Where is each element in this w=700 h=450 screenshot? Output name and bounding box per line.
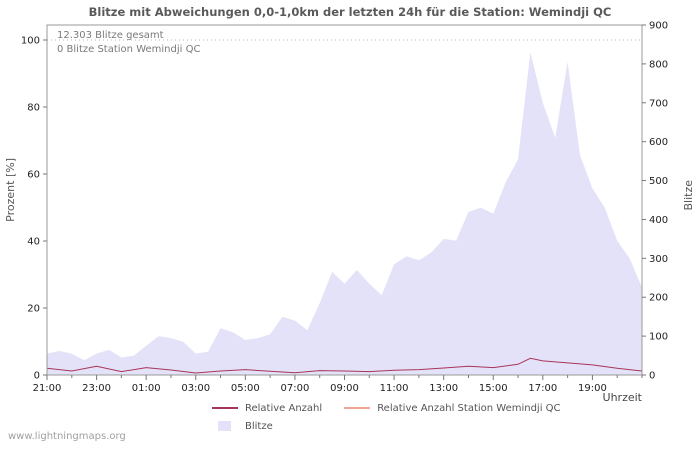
right-tick-label: 900 <box>649 21 668 32</box>
x-tick-label: 11:00 <box>380 383 409 394</box>
left-tick-label: 0 <box>34 371 40 382</box>
right-tick-label: 400 <box>649 215 668 226</box>
x-tick-label: 01:00 <box>132 383 161 394</box>
left-tick-label: 100 <box>21 36 40 47</box>
right-tick-label: 0 <box>649 371 655 382</box>
right-tick-label: 200 <box>649 293 668 304</box>
left-tick-label: 60 <box>27 170 40 181</box>
legend: Relative Anzahl Relative Anzahl Station … <box>212 399 583 435</box>
legend-item-relative-station: Relative Anzahl Station Wemindji QC <box>344 402 561 414</box>
left-tick-label: 80 <box>27 103 40 114</box>
legend-swatch-relative <box>212 407 238 409</box>
x-tick-label: 23:00 <box>82 383 111 394</box>
x-tick-label: 15:00 <box>479 383 508 394</box>
legend-label-relative: Relative Anzahl <box>245 402 323 414</box>
x-tick-label: 07:00 <box>281 383 310 394</box>
watermark: www.lightningmaps.org <box>8 431 126 442</box>
right-tick-label: 600 <box>649 137 668 148</box>
x-axis-label: Uhrzeit <box>602 391 642 404</box>
legend-label-relative-station: Relative Anzahl Station Wemindji QC <box>377 402 561 414</box>
legend-label-blitze: Blitze <box>245 420 273 432</box>
legend-row-area: Blitze <box>212 417 583 435</box>
legend-row-lines: Relative Anzahl Relative Anzahl Station … <box>212 399 583 417</box>
right-tick-label: 100 <box>649 332 668 343</box>
legend-swatch-blitze <box>218 421 231 431</box>
right-tick-label: 800 <box>649 59 668 70</box>
annotation-total-strikes: 12.303 Blitze gesamt <box>57 30 164 41</box>
left-tick-label: 40 <box>27 237 40 248</box>
annotation-station-strikes: 0 Blitze Station Wemindji QC <box>57 44 201 55</box>
right-tick-label: 500 <box>649 176 668 187</box>
x-tick-label: 05:00 <box>231 383 260 394</box>
right-tick-label: 300 <box>649 254 668 265</box>
x-tick-label: 17:00 <box>528 383 557 394</box>
x-tick-label: 13:00 <box>429 383 458 394</box>
x-tick-label: 03:00 <box>181 383 210 394</box>
left-tick-label: 20 <box>27 304 40 315</box>
legend-item-relative: Relative Anzahl <box>212 403 322 414</box>
series-area-0 <box>47 52 642 375</box>
right-tick-label: 700 <box>649 98 668 109</box>
x-tick-label: 19:00 <box>578 383 607 394</box>
left-axis-label: Prozent [%] <box>4 158 17 222</box>
legend-swatch-relative-station <box>344 407 371 409</box>
chart-title: Blitze mit Abweichungen 0,0-1,0km der le… <box>88 5 612 19</box>
x-tick-label: 21:00 <box>33 383 62 394</box>
right-axis-label: Blitze <box>682 180 695 211</box>
x-tick-label: 09:00 <box>330 383 359 394</box>
series-line-1 <box>46 357 643 374</box>
